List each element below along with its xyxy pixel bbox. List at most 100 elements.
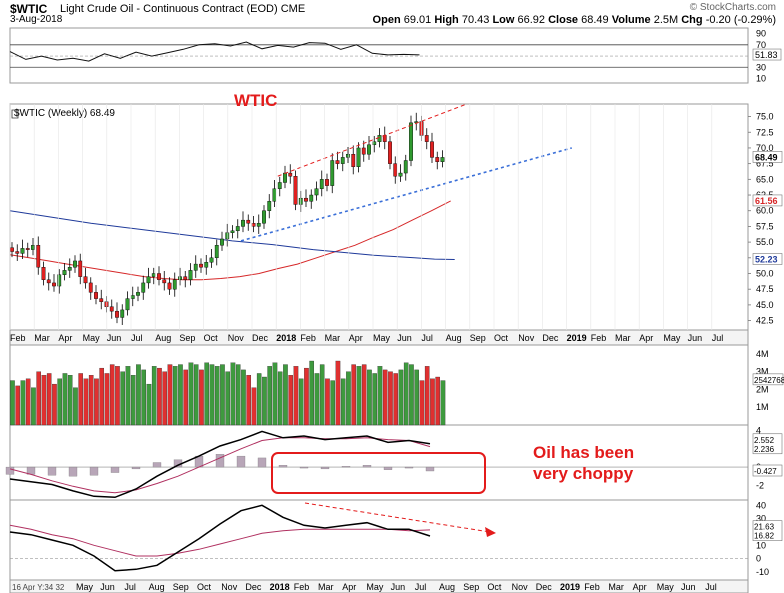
price-tick-label: 67.5 [756, 159, 774, 169]
volume-tick-label: 2M [756, 384, 769, 394]
volume-last-value: 2542768 [754, 376, 784, 385]
price-candle [99, 298, 104, 302]
month-label: May [373, 333, 391, 343]
volume-bar [20, 380, 26, 426]
price-candle [209, 257, 214, 263]
adx-tick-label: 40 [756, 500, 766, 510]
date-axis-label: Feb [294, 582, 310, 592]
month-label: May [83, 333, 101, 343]
month-label: Oct [204, 333, 219, 343]
price-legend: $WTIC (Weekly) 68.49 [14, 108, 115, 119]
volume-bar [172, 366, 178, 426]
month-label: 2018 [276, 333, 296, 343]
volume-bar [293, 366, 299, 426]
last-price-label: 68.49 [755, 152, 778, 162]
volume-tick-label: 1M [756, 402, 769, 412]
chg-label: Chg [681, 14, 703, 26]
price-candle [172, 279, 177, 290]
price-candle [361, 147, 366, 155]
price-tick-label: 47.5 [756, 284, 774, 294]
volume-bar [314, 373, 320, 426]
volume-bar [199, 369, 204, 426]
volume-bar [151, 366, 157, 426]
volume-bar [15, 385, 21, 426]
volume-bar [309, 360, 314, 426]
volume-bar [409, 364, 414, 426]
instrument-title: Light Crude Oil - Continuous Contract (E… [60, 3, 278, 15]
price-candle [204, 262, 209, 268]
volume-bar [241, 369, 246, 426]
price-candle [20, 248, 25, 254]
price-candle [251, 223, 256, 227]
date-axis-label: Sep [463, 582, 479, 592]
price-candle [262, 210, 266, 224]
price-candle [314, 188, 319, 196]
rsi-tick-label: 90 [756, 29, 766, 39]
price-candle [62, 270, 67, 275]
price-candle [57, 274, 62, 287]
last-price-label-box [752, 151, 783, 163]
open-value: 69.01 [403, 14, 432, 26]
price-candle [272, 188, 277, 202]
volume-tick-label: 3M [756, 367, 769, 377]
open-label: Open [372, 14, 401, 26]
price-candle [409, 122, 413, 161]
date-axis-label: Aug [149, 582, 165, 592]
volume-label: Volume [611, 14, 651, 26]
volume-bar [178, 364, 183, 426]
price-candle [78, 260, 83, 277]
volume-bar [267, 366, 272, 426]
low-value: 66.92 [517, 14, 546, 26]
price-tick-label: 42.5 [756, 316, 774, 326]
macd-histogram-bar [257, 457, 267, 468]
volume-bar [372, 373, 377, 426]
price-candle [15, 251, 20, 254]
note-line-2: very choppy [533, 464, 634, 483]
macd-signal-line [9, 437, 431, 494]
volume-bar [235, 364, 241, 426]
price-candle [330, 160, 335, 186]
price-tick-label: 55.0 [756, 237, 774, 247]
price-candle [424, 135, 429, 142]
volume-bar [356, 366, 362, 426]
price-candle [241, 219, 245, 227]
symbol: $WTIC [10, 2, 48, 16]
volume-bar [277, 371, 283, 426]
macd-histogram-bar [131, 466, 141, 470]
choppy-highlight-box [271, 452, 486, 494]
price-tick-label: 57.5 [756, 221, 774, 231]
price-candle [382, 135, 387, 142]
price-candle [162, 279, 167, 284]
divergence-line [304, 502, 491, 533]
price-candle [46, 279, 51, 284]
date-axis-label: Dec [536, 582, 553, 592]
volume-bar [99, 367, 105, 426]
price-tick-label: 75.0 [756, 112, 774, 122]
volume-bar [388, 371, 393, 426]
volume-bar [220, 364, 225, 426]
volume-bar [209, 364, 215, 426]
volume-bar [288, 375, 293, 426]
macd-histogram-bar [68, 466, 78, 477]
volume-bar [435, 376, 440, 426]
adx-series-b-line [9, 524, 431, 557]
price-candle [435, 157, 440, 162]
month-label: Jul [712, 333, 724, 343]
adx-values-box [752, 520, 783, 541]
volume-bar [414, 369, 419, 426]
volume-bar [62, 373, 68, 426]
macd-histogram-bar [236, 455, 246, 468]
price-candle [346, 154, 350, 158]
date-axis-label: Mar [318, 582, 334, 592]
date-axis-label: Aug [439, 582, 455, 592]
price-candle [393, 163, 398, 177]
date-axis-label: May [76, 582, 94, 592]
volume-bar [304, 367, 309, 426]
volume-bar [251, 387, 257, 426]
price-candle [167, 282, 172, 290]
volume-bar [78, 373, 84, 426]
price-candle [440, 157, 445, 162]
rsi-last-box [752, 48, 782, 61]
date-axis-label: Jun [681, 582, 696, 592]
